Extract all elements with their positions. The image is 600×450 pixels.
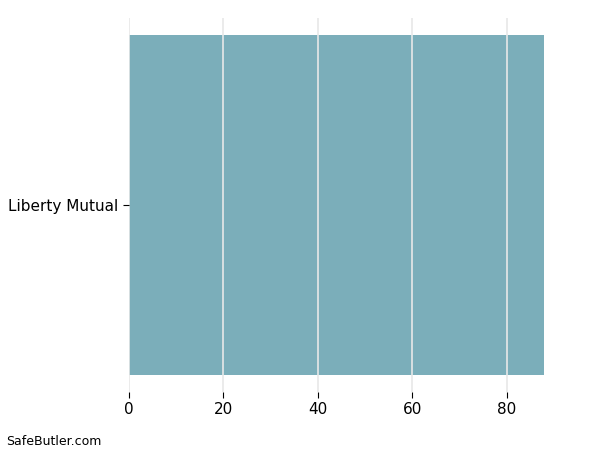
Text: SafeButler.com: SafeButler.com	[6, 435, 101, 448]
